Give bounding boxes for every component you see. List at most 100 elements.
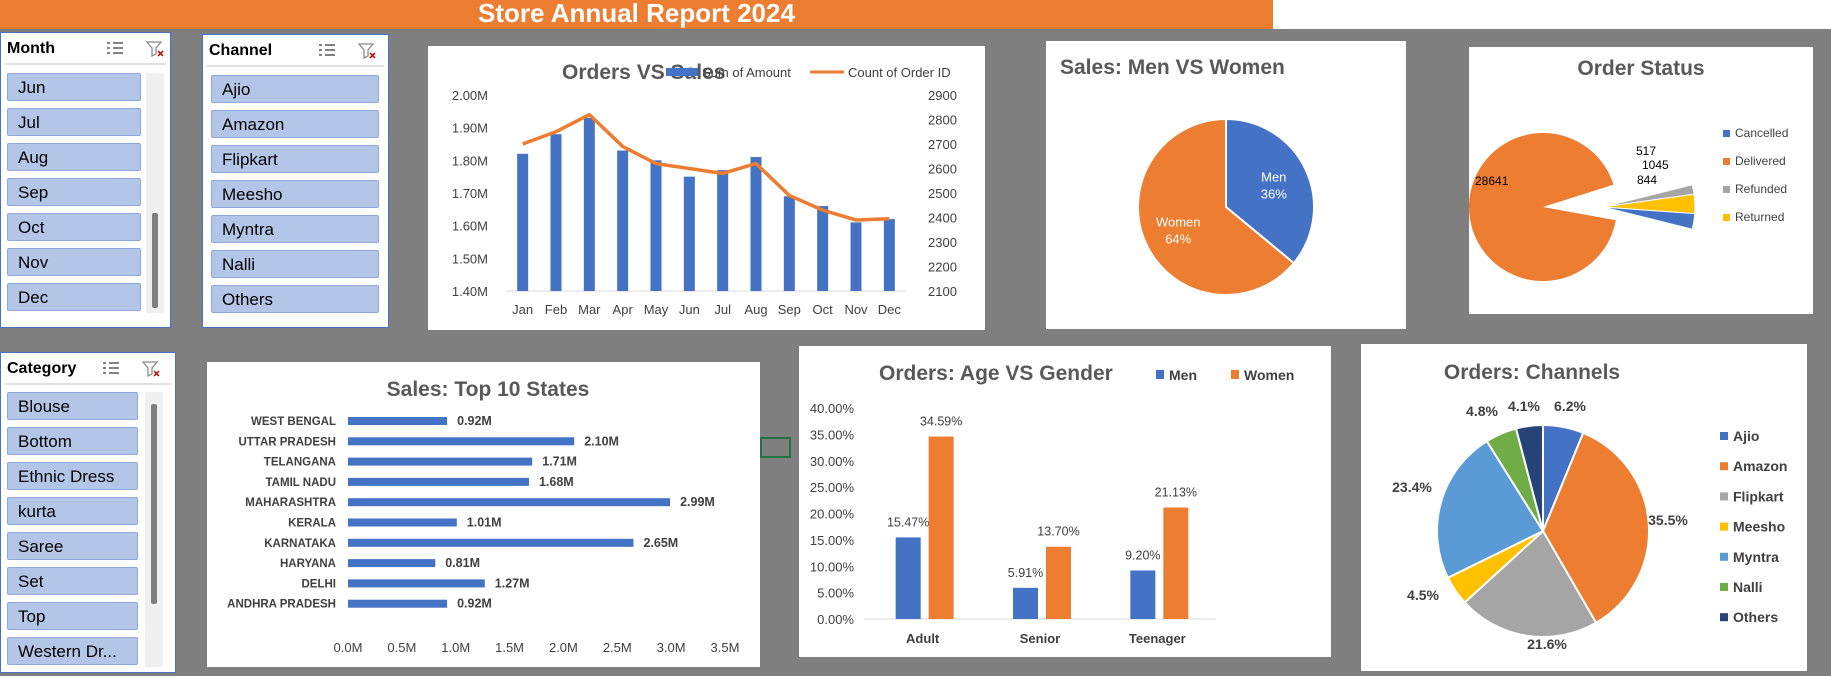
sales-bar <box>583 117 595 291</box>
slicer-scrollbar[interactable] <box>146 73 164 313</box>
sales-bar <box>817 206 829 291</box>
legend-swatch <box>1723 130 1730 137</box>
slicer-item[interactable]: Bottom <box>7 427 138 455</box>
clear-filter-icon[interactable] <box>141 359 161 379</box>
data-label: 21.13% <box>1155 486 1197 500</box>
slicer-item[interactable]: kurta <box>7 497 138 525</box>
y-axis-tick: 15.00% <box>810 533 855 548</box>
x-axis-tick: Mar <box>578 302 601 317</box>
slicer-item[interactable]: Myntra <box>211 215 379 243</box>
pie-slice <box>1602 206 1696 230</box>
slicer-item[interactable]: Saree <box>7 532 138 560</box>
legend-label: Nalli <box>1733 579 1763 595</box>
scrollbar-thumb[interactable] <box>152 213 158 308</box>
slicer-item[interactable]: Others <box>211 285 379 313</box>
legend-label: Sum of Amount <box>702 65 791 80</box>
age-gender-bar <box>895 537 921 619</box>
top-states-chart: Sales: Top 10 States WEST BENGAL 0.92M UTTA… <box>227 378 739 655</box>
sales-bar <box>683 176 695 291</box>
channel-slicer[interactable]: Channel Ajio Amazon Flipkart Meesho Myntra Na… <box>202 34 389 328</box>
right-axis-tick: 2100 <box>928 284 957 299</box>
slicer-item[interactable]: Top <box>7 602 138 630</box>
legend-swatch <box>1156 370 1164 379</box>
legend-label: Refunded <box>1735 182 1787 196</box>
legend-label: Cancelled <box>1735 126 1788 140</box>
slicer-item[interactable]: Oct <box>7 213 141 241</box>
category-slicer[interactable]: Category Blouse Bottom Ethnic Dress kurta Sa… <box>0 352 176 673</box>
chart-title: Orders: Channels <box>1444 361 1620 384</box>
left-axis-tick: 1.60M <box>452 219 488 234</box>
legend-label: Men <box>1169 367 1197 383</box>
orders-line <box>522 112 890 222</box>
legend-swatch <box>1720 432 1728 440</box>
slicer-item[interactable]: Set <box>7 567 138 595</box>
slicer-header: Category <box>5 353 171 385</box>
slice-value-label: 36% <box>1261 187 1287 202</box>
clear-filter-icon[interactable] <box>357 41 377 61</box>
left-axis-tick: 1.40M <box>452 284 488 299</box>
chart-title: Orders VS Sales <box>562 61 725 84</box>
slicer-item[interactable]: Jul <box>7 108 141 136</box>
scrollbar-thumb[interactable] <box>151 404 157 604</box>
slicer-scrollbar[interactable] <box>145 392 163 667</box>
y-axis-tick: 30.00% <box>810 454 855 469</box>
slicer-title: Category <box>7 360 77 377</box>
age-gender-panel: Orders: Age VS Gender Men Women 0.00% 5.00% 1… <box>799 346 1331 657</box>
selected-cell <box>760 437 791 458</box>
multi-select-icon[interactable] <box>105 39 125 59</box>
legend-label: Flipkart <box>1733 488 1784 504</box>
slicer-item[interactable]: Flipkart <box>211 145 379 173</box>
sales-bar <box>883 219 895 291</box>
slice-value-label: 28641 <box>1475 174 1509 188</box>
slicer-item[interactable]: Western Dr... <box>7 637 138 665</box>
slicer-item[interactable]: Ethnic Dress <box>7 462 138 490</box>
slice-value-label: 1045 <box>1642 158 1669 172</box>
slicer-item[interactable]: Jun <box>7 73 141 101</box>
month-slicer[interactable]: Month Jun Jul Aug Sep Oct Nov Dec <box>0 32 171 328</box>
slice-value-label: 6.2% <box>1554 398 1586 414</box>
slicer-item[interactable]: Meesho <box>211 180 379 208</box>
x-axis-tick: May <box>644 302 669 317</box>
slicer-item[interactable]: Amazon <box>211 110 379 138</box>
x-axis-tick: 2.5M <box>603 640 632 655</box>
y-axis-tick: TELANGANA <box>264 457 336 469</box>
legend-label: Ajio <box>1733 428 1759 444</box>
slicer-item[interactable]: Blouse <box>7 392 138 420</box>
data-label: 0.81M <box>445 556 480 570</box>
x-axis-tick: Teenager <box>1129 631 1186 646</box>
legend-label: Myntra <box>1733 549 1779 565</box>
sales-men-women-panel: Sales: Men VS Women Men 36% Women 64% <box>1046 41 1406 329</box>
slicer-item[interactable]: Aug <box>7 143 141 171</box>
legend-swatch <box>1720 462 1728 471</box>
left-axis-tick: 2.00M <box>452 88 488 103</box>
slicer-item[interactable]: Dec <box>7 283 141 311</box>
x-axis-tick: Oct <box>813 302 834 317</box>
right-axis-tick: 2200 <box>928 260 957 275</box>
channels-panel: Orders: Channels 6.2% 35.5% 21.6% 4.5% 23.4% 4… <box>1361 344 1807 671</box>
x-axis-tick: Jun <box>679 302 700 317</box>
y-axis-tick: 0.00% <box>817 612 854 627</box>
slicer-item[interactable]: Ajio <box>211 75 379 103</box>
x-axis-tick: Aug <box>744 302 767 317</box>
multi-select-icon[interactable] <box>317 41 337 61</box>
chart-title: Sales: Top 10 States <box>387 378 590 401</box>
state-bar <box>348 599 448 608</box>
slicer-item[interactable]: Nalli <box>211 250 379 278</box>
slice-value-label: 21.6% <box>1527 636 1567 652</box>
y-axis-tick: MAHARASHTRA <box>245 497 336 509</box>
data-label: 2.65M <box>643 536 678 550</box>
multi-select-icon[interactable] <box>101 359 121 379</box>
state-bar <box>348 538 634 547</box>
slicer-item[interactable]: Nov <box>7 248 141 276</box>
x-axis-tick: Sep <box>778 302 801 317</box>
slicer-item[interactable]: Sep <box>7 178 141 206</box>
data-label: 5.91% <box>1008 566 1043 580</box>
clear-filter-icon[interactable] <box>145 39 165 59</box>
age-gender-chart: Orders: Age VS Gender Men Women 0.00% 5.00% 1… <box>810 362 1294 646</box>
data-label: 1.01M <box>467 516 502 530</box>
x-axis-tick: Nov <box>844 302 868 317</box>
slice-value-label: 23.4% <box>1392 479 1432 495</box>
y-axis-tick: 10.00% <box>810 559 855 574</box>
